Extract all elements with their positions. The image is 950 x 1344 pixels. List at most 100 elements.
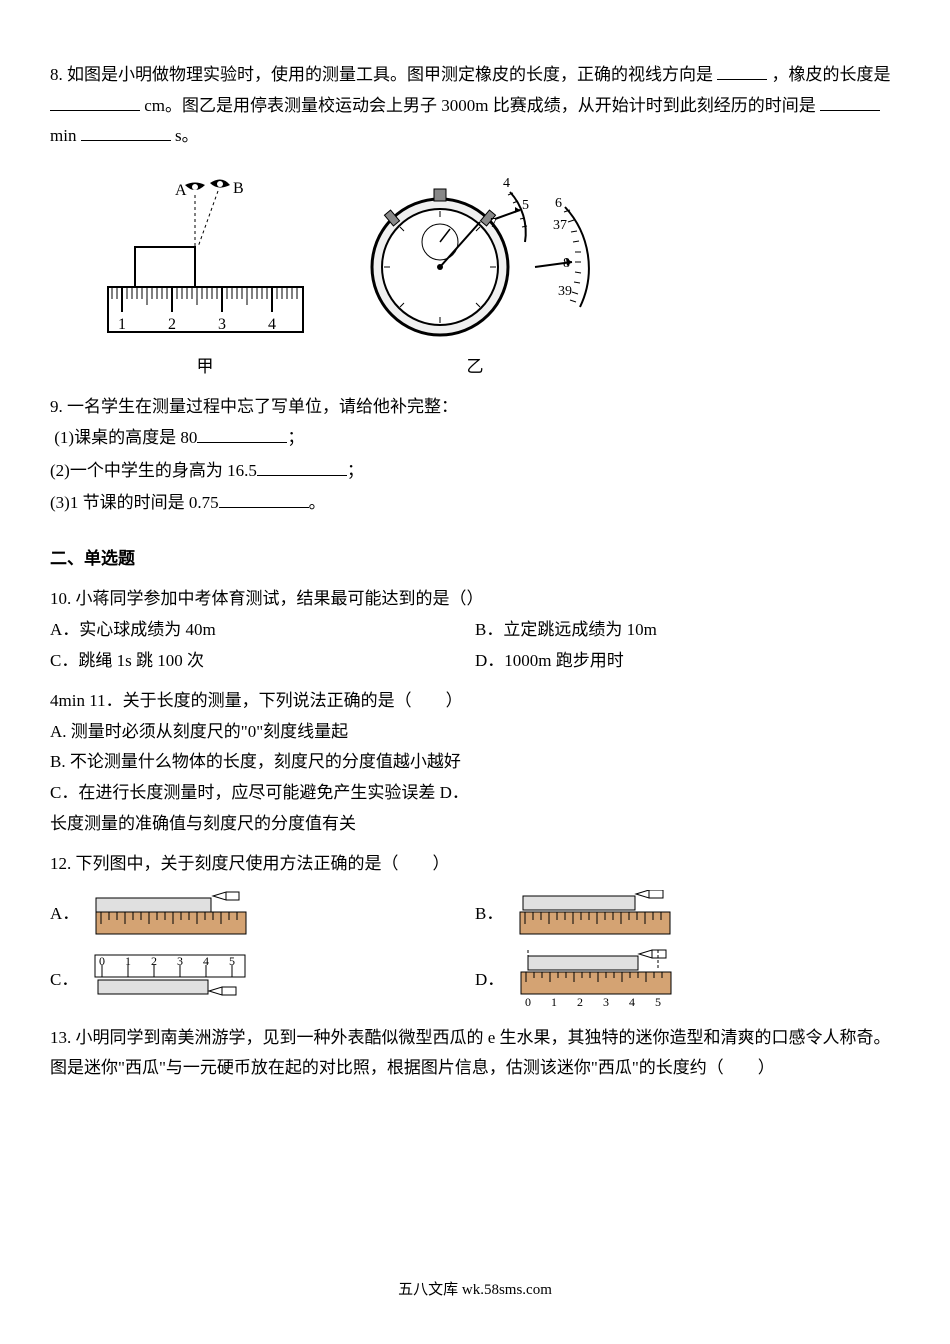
q8-blank-1	[717, 62, 767, 80]
q11-opt-b: B. 不论测量什么物体的长度，刻度尺的分度值越小越好	[50, 747, 900, 778]
zoom-big-39: 39	[558, 284, 572, 299]
ruler-num-4: 4	[268, 316, 276, 333]
q12-opt-a: A．	[50, 890, 475, 940]
q12-options: A． B．	[50, 890, 900, 1013]
page-footer: 五八文库 wk.58sms.com	[0, 1277, 950, 1304]
stopwatch-center	[437, 264, 443, 270]
eraser-rect	[135, 247, 195, 287]
zoom-small-4: 4	[503, 176, 510, 191]
figure-yi: 4 5 7 6 37 8 39	[350, 167, 600, 383]
q9-blank-1	[197, 425, 287, 443]
q12b-block	[523, 896, 635, 910]
q12d-pencil-tip	[639, 950, 652, 958]
figure-yi-label: 乙	[350, 352, 600, 383]
q10-opt-a: A．实心球成绩为 40m	[50, 615, 475, 646]
ruler-diagram: A B 1 2 3 4	[100, 177, 310, 347]
ruler-num-2: 2	[168, 316, 176, 333]
q12b-ruler	[520, 912, 670, 934]
q12-stem: 下列图中，关于刻度尺使用方法正确的是（ ）	[76, 854, 450, 873]
question-9: 9. 一名学生在测量过程中忘了写单位，请给他补完整： (1)课桌的高度是 80 ；…	[50, 392, 900, 518]
q12d-pencil-body	[652, 950, 666, 958]
q12a-ruler	[96, 912, 246, 934]
stopwatch-diagram: 4 5 7 6 37 8 39	[350, 167, 600, 347]
question-12: 12. 下列图中，关于刻度尺使用方法正确的是（ ） A． B．	[50, 849, 900, 1013]
q9-item3: (3)1 节课的时间是 0.75。	[50, 488, 900, 519]
q12-d-label: D．	[475, 965, 504, 996]
q12d-n5: 5	[655, 995, 661, 1009]
q8-text-2: ，橡皮的长度是	[772, 65, 891, 84]
q8-blank-2	[50, 93, 140, 111]
q8-number: 8.	[50, 65, 63, 84]
q12d-n1: 1	[551, 995, 557, 1009]
zoom-small-5: 5	[522, 198, 529, 213]
q9-intro: 一名学生在测量过程中忘了写单位，请给他补完整：	[67, 397, 458, 416]
q8-blank-3	[820, 93, 880, 111]
q12c-pencil-body	[222, 987, 236, 995]
q8-text-5: s。	[175, 126, 199, 145]
stopwatch-crown	[434, 189, 446, 201]
q11-opt-d2: 长度测量的准确值与刻度尺的分度值有关	[50, 809, 900, 840]
q11-opt-c: C．在进行长度测量时，应尽可能避免产生实验误差 D．	[50, 778, 900, 809]
question-13: 13. 小明同学到南美洲游学，见到一种外表酷似微型西瓜的 e 生水果，其独特的迷…	[50, 1023, 900, 1084]
q9-item1: (1)课桌的高度是 80 ；	[50, 423, 900, 454]
q11-opt-a: A. 测量时必须从刻度尺的"0"刻度线量起	[50, 717, 900, 748]
q12-c-diagram: 0 1 2 3 4 5	[90, 953, 250, 1008]
q9-item3-label: (3)1 节课的时间是 0.75	[50, 493, 219, 512]
q12d-ruler	[521, 972, 671, 994]
figure-jia: A B 1 2 3 4	[100, 177, 310, 383]
q12d-n3: 3	[603, 995, 609, 1009]
q12-row-1: A． B．	[50, 890, 900, 940]
q10-stem: 小蒋同学参加中考体育测试，结果最可能达到的是（）	[76, 589, 484, 608]
ruler-num-3: 3	[218, 316, 226, 333]
eye-b-label: B	[233, 180, 244, 197]
q12-a-label: A．	[50, 899, 79, 930]
section-2-title: 二、单选题	[50, 544, 900, 575]
q13-number: 13.	[50, 1028, 71, 1047]
q13-text: 小明同学到南美洲游学，见到一种外表酷似微型西瓜的 e 生水果，其独特的迷你造型和…	[50, 1028, 891, 1078]
q8-text-4: min	[50, 126, 76, 145]
q10-opt-c: C．跳绳 1s 跳 100 次	[50, 646, 475, 677]
q12-opt-c: C． 0 1 2 3 4 5	[50, 953, 475, 1008]
q12b-pencil-tip	[636, 890, 649, 898]
zoom-big-37: 37	[553, 218, 567, 233]
ruler-num-1: 1	[118, 316, 126, 333]
q9-item1-label: (1)课桌的高度是 80	[54, 428, 197, 447]
q12d-block	[528, 956, 638, 970]
q9-item1-tail: ；	[287, 428, 304, 447]
q12d-n0: 0	[525, 995, 531, 1009]
q12-c-label: C．	[50, 965, 78, 996]
q12-a-diagram	[91, 890, 251, 940]
q12a-pencil	[213, 892, 239, 900]
q9-number: 9.	[50, 397, 63, 416]
q12-d-diagram: 0 1 2 3 4 5	[516, 948, 676, 1013]
q10-opt-b: B．立定跳远成绩为 10m	[475, 615, 900, 646]
q12c-n1: 1	[125, 954, 131, 968]
q10-opt-d: D．1000m 跑步用时	[475, 646, 900, 677]
q9-item2-tail: ；	[347, 461, 364, 480]
q12c-n5: 5	[229, 954, 235, 968]
q12c-n2: 2	[151, 954, 157, 968]
figure-jia-label: 甲	[100, 352, 310, 383]
q9-blank-2	[257, 458, 347, 476]
q12-b-label: B．	[475, 899, 503, 930]
q12d-n2: 2	[577, 995, 583, 1009]
q12c-n3: 3	[177, 954, 183, 968]
q12-opt-d: D． 0 1 2 3 4 5	[475, 948, 900, 1013]
q10-row1: A．实心球成绩为 40m B．立定跳远成绩为 10m	[50, 615, 900, 646]
q12b-pencil-body	[649, 890, 663, 898]
q11-stem: 4min 11．关于长度的测量，下列说法正确的是（ ）	[50, 686, 900, 717]
zoom-small-7: 7	[490, 216, 497, 231]
eye-a-label: A	[175, 182, 187, 199]
question-11: 4min 11．关于长度的测量，下列说法正确的是（ ） A. 测量时必须从刻度尺…	[50, 686, 900, 839]
zoom-big-6: 6	[555, 196, 562, 211]
q8-text-3: cm。图乙是用停表测量校运动会上男子 3000m 比赛成绩，从开始计时到此刻经历…	[144, 96, 816, 115]
q9-item2-label: (2)一个中学生的身高为 16.5	[50, 461, 257, 480]
q8-text-1: 如图是小明做物理实验时，使用的测量工具。图甲测定橡皮的长度，正确的视线方向是	[67, 65, 713, 84]
q12-number: 12.	[50, 854, 71, 873]
q12c-n0: 0	[99, 954, 105, 968]
q12-row-2: C． 0 1 2 3 4 5 D．	[50, 948, 900, 1013]
q10-row2: C．跳绳 1s 跳 100 次 D．1000m 跑步用时	[50, 646, 900, 677]
q12c-pencil-tip	[209, 987, 222, 995]
eye-b-pupil	[217, 181, 223, 187]
q12-opt-b: B．	[475, 890, 900, 940]
